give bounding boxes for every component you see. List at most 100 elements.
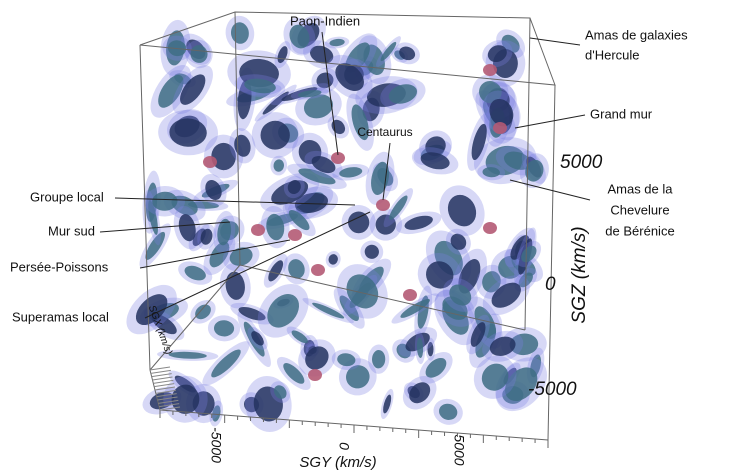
- label: Groupe local: [30, 189, 104, 204]
- ruler-tick: [159, 403, 180, 408]
- cluster: [303, 94, 333, 119]
- leader: [382, 142, 391, 201]
- cluster: [213, 320, 235, 337]
- cluster: [474, 306, 497, 339]
- ruler-tick: [150, 369, 171, 374]
- cluster: [211, 349, 241, 378]
- cluster: [169, 118, 207, 147]
- cluster: [309, 45, 334, 64]
- cluster: [217, 218, 232, 246]
- cluster-layer: [126, 15, 549, 432]
- leader: [144, 211, 371, 319]
- cluster: [503, 151, 532, 170]
- cluster: [339, 295, 359, 322]
- cluster: [420, 152, 450, 170]
- cluster: [364, 244, 379, 259]
- cluster: [400, 298, 430, 318]
- box-edge: [149, 264, 241, 371]
- y-axis-label: SGY (km/s): [299, 454, 376, 471]
- ruler-tick: [158, 399, 179, 404]
- core: [483, 64, 497, 76]
- cluster: [489, 336, 516, 356]
- cluster: [509, 333, 539, 356]
- cluster: [151, 313, 177, 335]
- cluster: [152, 191, 178, 211]
- ruler-tick: [149, 366, 171, 371]
- cluster: [273, 385, 287, 399]
- cluster: [267, 294, 300, 328]
- cluster: [425, 261, 454, 289]
- core: [203, 156, 217, 168]
- cluster: [211, 142, 236, 171]
- cluster: [491, 282, 521, 308]
- labels: Paon-Indien Amas de galaxies d'Hercule G…: [10, 13, 688, 324]
- cluster: [510, 235, 530, 260]
- cluster: [389, 195, 408, 220]
- cluster: [501, 34, 520, 53]
- cluster: [383, 394, 392, 414]
- cluster: [180, 74, 206, 105]
- label: Grand mur: [590, 106, 653, 121]
- box-edge: [547, 84, 556, 441]
- leader: [139, 239, 291, 269]
- cluster: [273, 159, 284, 172]
- cluster: [289, 24, 310, 49]
- core: [311, 264, 325, 276]
- core: [483, 222, 497, 234]
- cluster: [184, 265, 206, 281]
- cluster: [380, 41, 397, 62]
- core: [331, 152, 345, 164]
- leader: [321, 31, 339, 156]
- cluster: [438, 403, 458, 420]
- cluster: [339, 167, 363, 178]
- cluster: [288, 209, 310, 231]
- cluster: [305, 346, 329, 370]
- cluster: [260, 120, 290, 150]
- ruler-tick: [152, 376, 173, 381]
- cluster: [178, 214, 196, 242]
- cluster: [425, 357, 447, 378]
- y-tick-label: -5000: [208, 427, 224, 463]
- cluster: [229, 247, 253, 266]
- cluster: [479, 80, 502, 104]
- core: [403, 289, 417, 301]
- cluster: [145, 231, 166, 260]
- core: [251, 224, 265, 236]
- cluster: [158, 74, 184, 108]
- cluster: [388, 84, 418, 104]
- cluster: [209, 241, 230, 268]
- cluster: [311, 156, 336, 174]
- cluster: [200, 228, 213, 245]
- cluster: [294, 192, 329, 213]
- cluster: [287, 180, 301, 194]
- box-edge: [139, 44, 151, 371]
- cluster: [190, 45, 208, 63]
- ruler-tick: [151, 373, 172, 378]
- cluster: [489, 98, 514, 127]
- cluster: [244, 78, 276, 94]
- cluster: [195, 304, 211, 320]
- label: Chevelure: [610, 202, 669, 217]
- ruler-tick: [154, 386, 176, 391]
- axis-rulers: [149, 366, 549, 448]
- cluster: [283, 363, 305, 384]
- label: de Bérénice: [605, 223, 674, 238]
- label: Centaurus: [357, 125, 412, 139]
- cluster: [266, 213, 285, 241]
- cluster: [328, 254, 338, 265]
- cluster: [481, 363, 509, 391]
- cluster: [404, 215, 433, 230]
- label: d'Hercule: [585, 47, 640, 62]
- leader: [99, 221, 231, 233]
- box-edge: [239, 264, 526, 331]
- cluster: [268, 260, 284, 282]
- cluster: [346, 274, 379, 309]
- core: [308, 369, 322, 381]
- cluster: [487, 45, 507, 63]
- leader: [114, 197, 356, 206]
- cluster: [449, 284, 472, 306]
- cluster: [427, 341, 434, 357]
- cluster: [521, 245, 537, 263]
